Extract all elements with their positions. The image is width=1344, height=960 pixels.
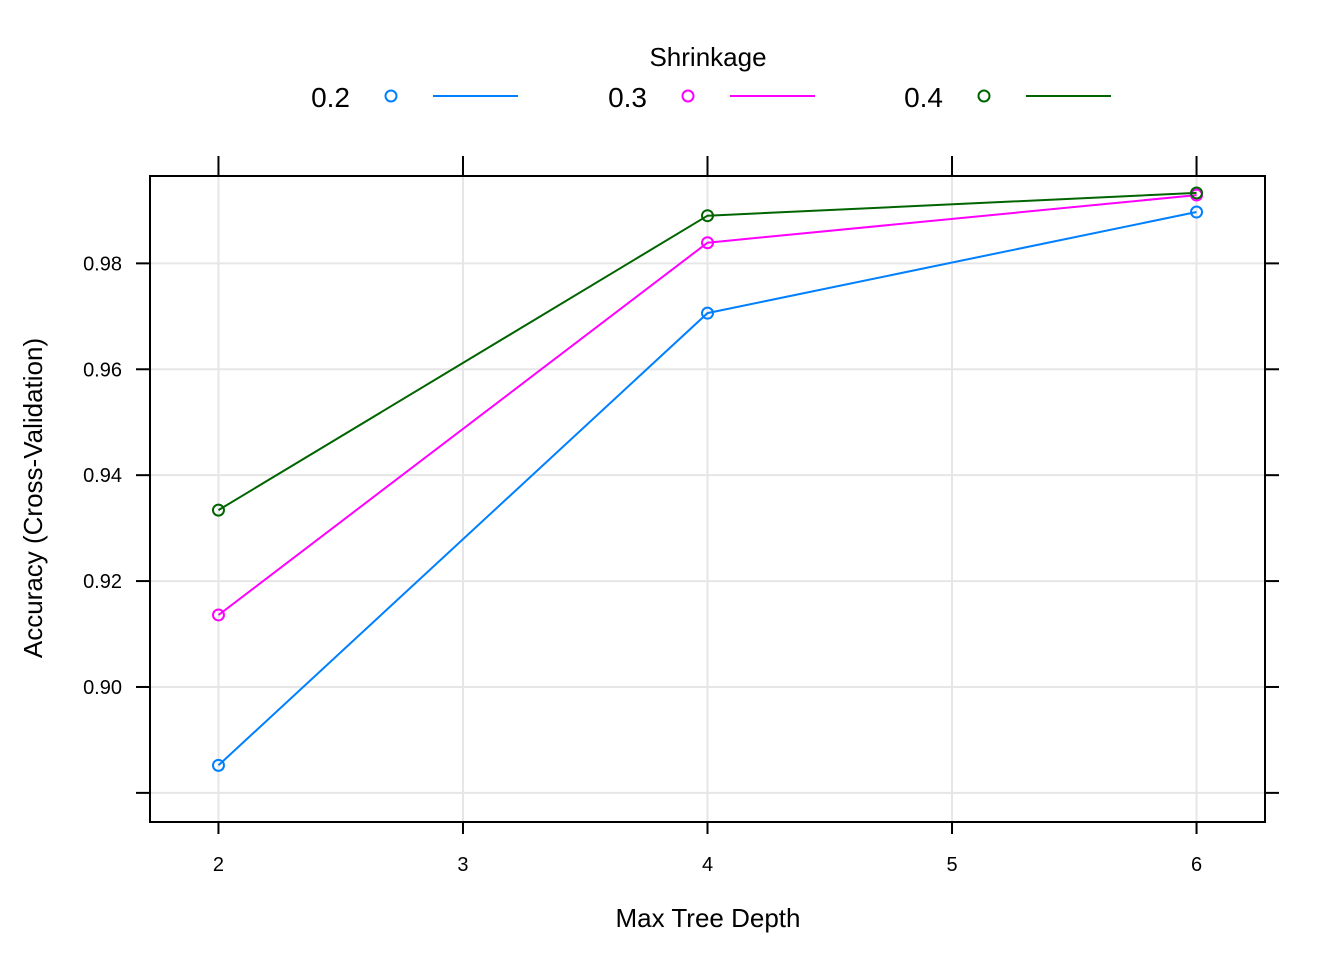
data-point [701,236,714,250]
y-tick-label: 0.96 [83,359,122,381]
data-point [211,608,225,622]
y-axis-title: Accuracy (Cross-Validation) [18,338,48,658]
x-tick-label: 3 [457,854,468,876]
data-point [1190,205,1204,219]
axis-ticks: 2 3 4 5 6 0.90 0.92 0.94 0.96 0.98 [83,156,1279,876]
legend-title: Shrinkage [649,42,766,72]
data-point [1190,186,1204,200]
data-series [211,186,1204,772]
x-tick-label: 5 [946,854,957,876]
y-tick-label: 0.94 [83,465,122,487]
legend-marker [977,89,991,103]
series-line-0.4 [217,191,1197,511]
y-tick-label: 0.90 [83,677,122,699]
legend-marker [384,89,398,103]
x-tick-label: 4 [702,854,713,876]
data-point [701,306,714,320]
y-tick-label: 0.98 [83,253,122,275]
x-tick-label: 2 [213,854,224,876]
data-point [211,758,225,772]
legend: Shrinkage 0.2 0.3 0.4 [311,42,1111,113]
legend-marker [681,89,695,103]
series-line-0.2 [217,211,1197,767]
x-tick-label: 6 [1191,854,1202,876]
x-axis-title: Max Tree Depth [616,903,801,933]
grid-lines [150,176,1265,822]
series-line-0.3 [217,194,1197,616]
data-point [701,209,714,223]
legend-label-0.2: 0.2 [311,82,350,113]
legend-label-0.4: 0.4 [904,82,943,113]
legend-label-0.3: 0.3 [608,82,647,113]
y-tick-label: 0.92 [83,571,122,593]
data-point [211,503,225,517]
